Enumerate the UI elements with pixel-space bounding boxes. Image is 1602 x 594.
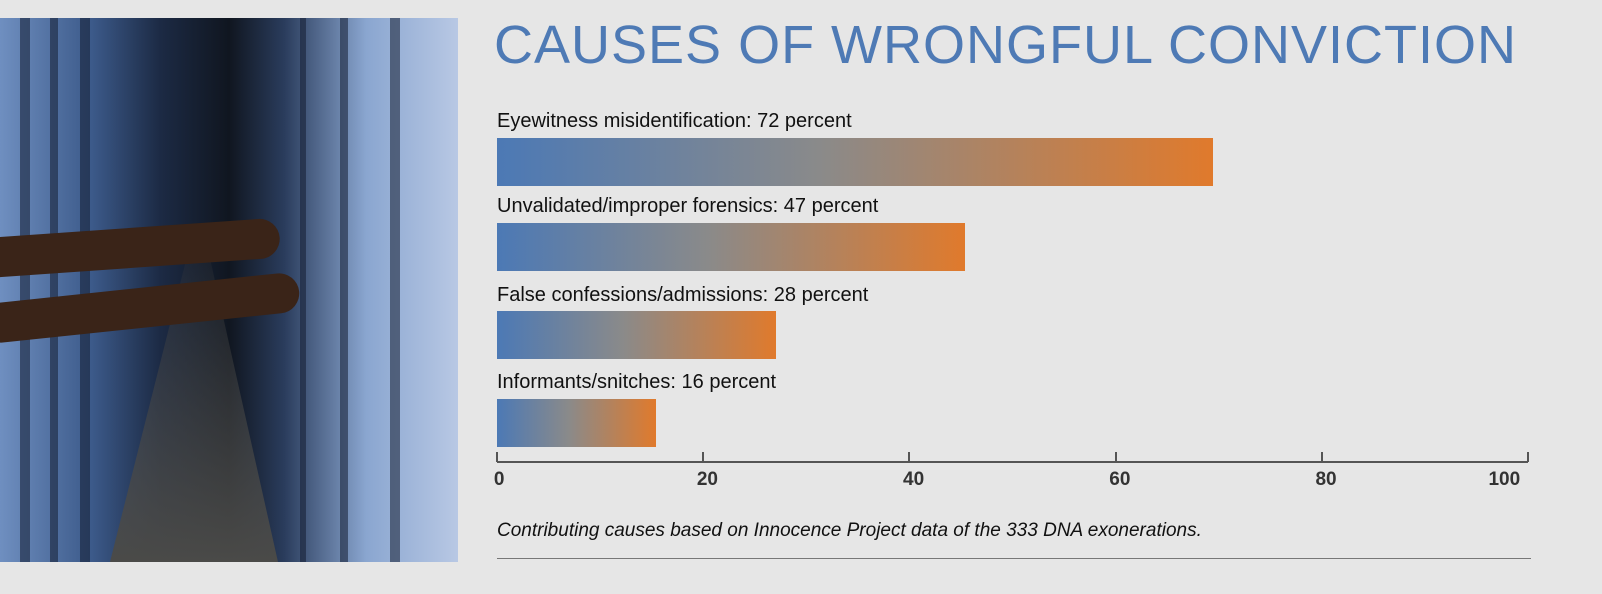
x-tick-label: 80 bbox=[1315, 469, 1337, 490]
x-tick-label: 100 bbox=[1488, 469, 1521, 490]
x-tick-label: 0 bbox=[493, 469, 505, 490]
x-tick-label: 40 bbox=[903, 469, 925, 490]
bar bbox=[497, 311, 776, 359]
x-tick bbox=[496, 452, 498, 462]
x-tick bbox=[1320, 452, 1323, 462]
x-tick bbox=[1114, 452, 1117, 462]
bar bbox=[497, 138, 1214, 186]
x-tick-label: 60 bbox=[1109, 469, 1131, 490]
x-tick bbox=[908, 452, 911, 462]
x-tick-label: 20 bbox=[696, 469, 718, 490]
bar-label: Eyewitness misidentification: 72 percent bbox=[497, 110, 852, 132]
x-tick bbox=[702, 452, 705, 462]
bar bbox=[497, 223, 965, 271]
chart-title: CAUSES OF WRONGFUL CONVICTION bbox=[494, 15, 1518, 75]
bar-label: Informants/snitches: 16 percent bbox=[497, 371, 777, 393]
bar-label: False confessions/admissions: 28 percent bbox=[497, 284, 869, 306]
bar bbox=[497, 399, 657, 447]
chart-caption: Contributing causes based on Innocence P… bbox=[497, 520, 1202, 541]
x-axis-line bbox=[497, 461, 1528, 463]
prison-corridor-photo bbox=[0, 18, 458, 562]
bar-label: Unvalidated/improper forensics: 47 perce… bbox=[497, 195, 879, 217]
divider bbox=[497, 558, 1531, 559]
x-tick bbox=[1527, 452, 1529, 462]
